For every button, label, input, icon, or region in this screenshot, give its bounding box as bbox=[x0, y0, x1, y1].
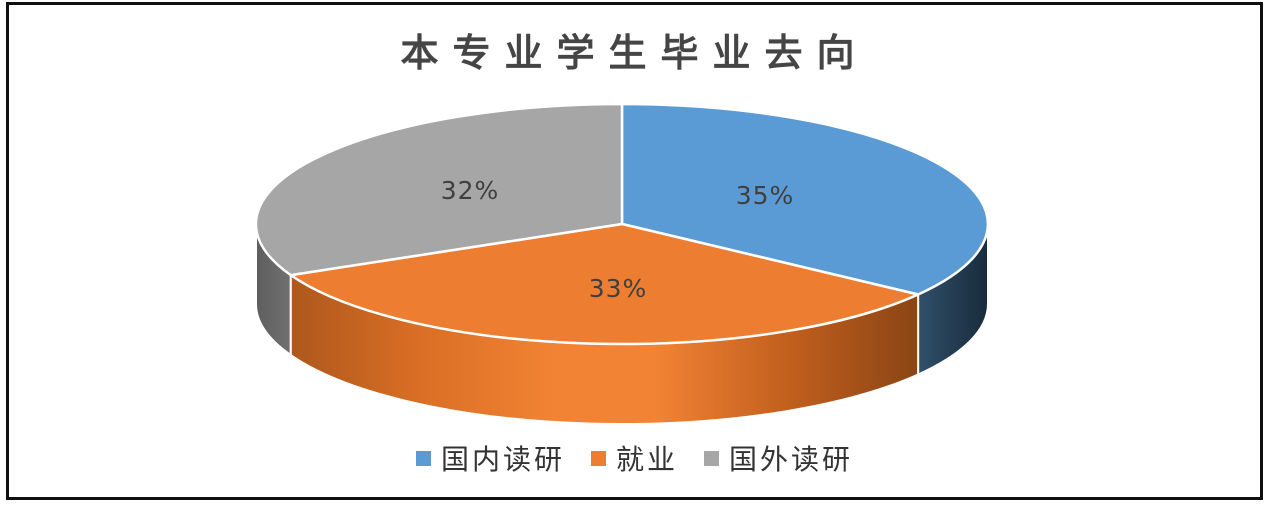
legend-label-domestic-grad: 国内读研 bbox=[440, 443, 565, 476]
legend-item-employment[interactable]: 就业 bbox=[590, 438, 678, 478]
slice-label-domestic-grad: 35% bbox=[736, 181, 795, 210]
legend-swatch-overseas-grad bbox=[704, 450, 719, 466]
pie-slice-domestic-grad[interactable] bbox=[620, 102, 990, 296]
legend-label-employment: 就业 bbox=[615, 443, 678, 476]
legend-item-overseas-grad[interactable]: 国外读研 bbox=[704, 438, 853, 478]
pie-slice-overseas-grad[interactable] bbox=[254, 102, 624, 277]
slice-label-employment: 33% bbox=[589, 274, 648, 303]
legend-label-overseas-grad: 国外读研 bbox=[729, 443, 854, 476]
legend: 国内读研 就业 国外读研 bbox=[0, 438, 1269, 478]
pie-slice-employment[interactable] bbox=[289, 222, 920, 346]
slice-label-overseas-grad: 32% bbox=[441, 176, 500, 205]
legend-item-domestic-grad[interactable]: 国内读研 bbox=[415, 438, 565, 478]
legend-swatch-employment bbox=[590, 450, 606, 466]
legend-swatch-domestic-grad bbox=[415, 450, 431, 466]
chart-title: 本专业学生毕业去向 bbox=[400, 30, 869, 75]
